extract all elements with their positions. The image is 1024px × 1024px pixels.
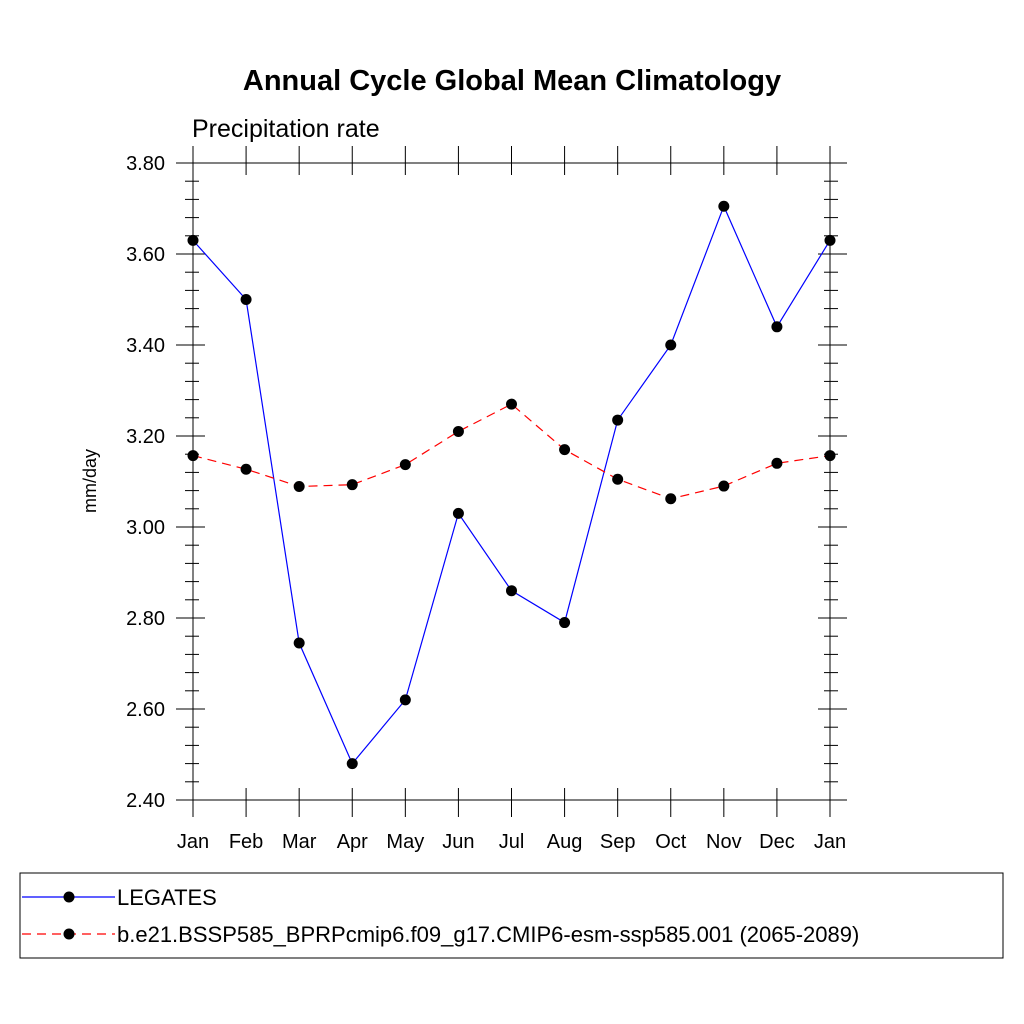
series-1-point [665,339,677,351]
chart-subtitle: Precipitation rate [192,115,380,143]
x-tick-label: Mar [282,831,317,853]
x-tick-label: Sep [600,831,636,853]
series-layer [187,200,836,770]
series-1-point [346,758,358,770]
y-tick-label: 3.60 [126,244,165,266]
series-2-point [506,398,517,410]
series-2-point [293,481,305,493]
axes: 2.40 2.60 2.80 3.00 3.20 3.40 3.60 3.80 Jan Feb Ma… [126,146,847,853]
legend: LEGATES b.e21.BSSP585_BPRPcmip6.f09_g17.C… [22,885,859,947]
series-1-point [293,637,305,649]
series-2-point [187,450,199,462]
y-axis-label: mm/day [80,449,100,513]
series-1-point [506,585,517,597]
y-tick-label: 3.00 [126,517,165,539]
series-2-point [824,450,836,462]
series-1-point [187,234,199,246]
x-tick-label: Apr [337,831,368,853]
series-1-point [718,200,730,212]
x-tick-label: Jan [177,831,209,853]
legend-label-1: LEGATES [117,885,217,910]
series-1-point [399,694,411,706]
y-tick-label: 3.80 [126,153,165,175]
series-2-point [346,479,358,491]
series-1-point [452,507,464,519]
series-2-point [612,473,624,485]
x-tick-label: Jul [499,831,525,853]
legend-marker-1 [63,891,75,903]
plot-frame [192,162,831,801]
series-1-point [824,234,836,246]
chart-title: Annual Cycle Global Mean Climatology [243,65,781,97]
series-1-point [559,617,571,629]
series-2-point [399,459,411,471]
x-tick-label: Dec [759,831,795,853]
series-2-point [718,480,730,492]
series-line-1 [192,204,831,765]
x-tick-label: Aug [547,831,583,853]
y-tick-label: 2.60 [126,699,165,721]
series-line-2 [192,403,831,500]
x-tick-label: Jun [442,831,474,853]
x-tick-label: May [386,831,424,853]
x-tick-label: Nov [706,831,742,853]
y-tick-label: 3.40 [126,335,165,357]
y-tick-label: 2.40 [126,790,165,812]
legend-box [19,872,1004,959]
series-2-point [452,425,464,437]
series-1-point [771,321,783,333]
series-2-point [771,457,783,469]
x-tick-label: Feb [229,831,263,853]
series-2-point [559,444,571,456]
series-1-point [612,414,624,426]
x-tick-label: Oct [655,831,687,853]
series-2-point [240,463,252,475]
legend-label-2: b.e21.BSSP585_BPRPcmip6.f09_g17.CMIP6-es… [117,922,859,947]
y-tick-label: 2.80 [126,608,165,630]
x-tick-label: Jan [814,831,846,853]
y-tick-label: 3.20 [126,426,165,448]
legend-marker-2 [63,928,75,940]
series-1-point [240,294,252,305]
series-2-point [665,493,677,505]
